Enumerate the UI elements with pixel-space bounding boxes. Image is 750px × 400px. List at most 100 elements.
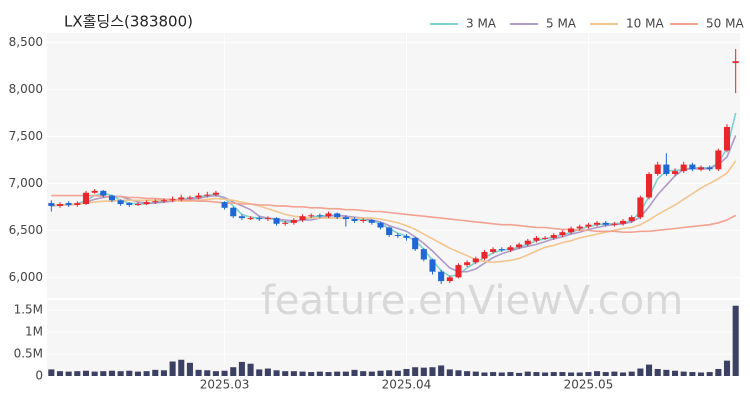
- candle-body: [671, 171, 679, 174]
- candle-body: [524, 240, 531, 245]
- volume-bar: [108, 370, 116, 376]
- volume-bar: [732, 305, 739, 376]
- candle-body: [143, 202, 150, 205]
- candle-body: [256, 218, 263, 220]
- candle-body: [429, 259, 436, 272]
- volume-bar: [438, 365, 445, 376]
- y-tick-label: 6,500: [9, 223, 43, 237]
- volume-bar: [204, 370, 211, 376]
- legend-label: 50 MA: [706, 17, 744, 31]
- volume-bar: [316, 371, 323, 376]
- candle-body: [316, 215, 323, 217]
- volume-bar: [559, 372, 566, 376]
- volume-bar: [420, 367, 427, 376]
- volume-bar: [351, 369, 358, 376]
- watermark: feature.enViewV.com: [261, 278, 683, 324]
- candle-body: [680, 164, 687, 172]
- volume-bar: [195, 369, 202, 376]
- candle-body: [715, 150, 722, 170]
- volume-bar: [91, 371, 98, 376]
- candle-body: [290, 220, 297, 223]
- volume-bar: [360, 371, 367, 376]
- candle-body: [663, 164, 670, 174]
- candle-body: [611, 223, 618, 225]
- y-tick-label: 0.5M: [14, 347, 43, 361]
- candle-body: [472, 258, 479, 263]
- volume-bar: [403, 368, 410, 376]
- volume-bar: [602, 372, 609, 376]
- candle-body: [498, 249, 505, 251]
- y-tick-label: 8,500: [9, 35, 43, 49]
- candle-body: [160, 200, 167, 202]
- candle-body: [325, 213, 332, 217]
- candle-body: [394, 235, 401, 237]
- candle-body: [533, 237, 540, 241]
- candle-body: [412, 237, 419, 250]
- volume-bar: [48, 369, 55, 376]
- candle-body: [204, 194, 211, 196]
- ma-line: [51, 194, 737, 233]
- volume-bar: [160, 370, 167, 376]
- candle-body: [273, 218, 280, 224]
- volume-bar: [568, 372, 575, 376]
- y-tick-label: 1M: [25, 325, 43, 339]
- candle-body: [732, 61, 739, 64]
- candle-body: [195, 195, 202, 198]
- candle-body: [48, 203, 55, 206]
- volume-bar: [238, 361, 245, 376]
- volume-bar: [334, 371, 341, 376]
- candle-body: [91, 190, 98, 193]
- x-tick-label: 2025.04: [382, 378, 432, 392]
- ma-line: [51, 135, 737, 273]
- volume-bar: [325, 372, 332, 376]
- volume-bar: [247, 363, 254, 376]
- volume-bar: [654, 368, 661, 376]
- volume-bar: [394, 370, 401, 376]
- volume-bar: [689, 372, 696, 376]
- volume-bar: [143, 371, 150, 376]
- candle-body: [368, 220, 375, 223]
- volume-bar: [646, 364, 653, 376]
- volume-bar: [264, 368, 271, 376]
- candle-body: [585, 224, 592, 227]
- candle-body: [689, 164, 696, 170]
- volume-bar: [74, 371, 81, 376]
- candle-body: [308, 215, 315, 217]
- volume-bar: [550, 372, 557, 376]
- x-tick-label: 2025.05: [564, 378, 614, 392]
- candle-body: [438, 271, 445, 282]
- candle-body: [697, 167, 705, 170]
- volume-bar: [490, 372, 497, 376]
- legend-label: 10 MA: [626, 17, 664, 31]
- candle-body: [264, 218, 271, 220]
- volume-bar: [169, 361, 176, 376]
- candle-body: [100, 190, 107, 196]
- candle-body: [576, 226, 583, 229]
- candle-body: [481, 251, 488, 259]
- volume-bar: [498, 372, 505, 376]
- volume-bar: [464, 371, 471, 376]
- y-tick-label: 7,500: [9, 129, 43, 143]
- volume-bar: [585, 372, 592, 376]
- volume-bar: [308, 372, 315, 376]
- volume-bar: [611, 371, 618, 376]
- volume-bar: [594, 371, 601, 376]
- volume-bar: [671, 370, 679, 376]
- candle-body: [464, 262, 471, 266]
- volume-bar: [100, 371, 107, 376]
- volume-bar: [481, 372, 488, 376]
- candle-body: [212, 192, 219, 195]
- candle-body: [238, 216, 245, 219]
- y-tick-label: 1.5M: [14, 303, 43, 317]
- volume-bar: [126, 370, 133, 376]
- legend-label: 5 MA: [546, 17, 577, 31]
- volume-bar: [152, 369, 159, 376]
- candle-body: [507, 247, 514, 251]
- candle-body: [550, 235, 557, 238]
- candle-body: [542, 237, 549, 239]
- candle-body: [169, 199, 176, 201]
- candle-body: [334, 213, 341, 218]
- volume-bar: [56, 371, 64, 376]
- candle-body: [377, 222, 384, 228]
- volume-bar: [290, 371, 297, 376]
